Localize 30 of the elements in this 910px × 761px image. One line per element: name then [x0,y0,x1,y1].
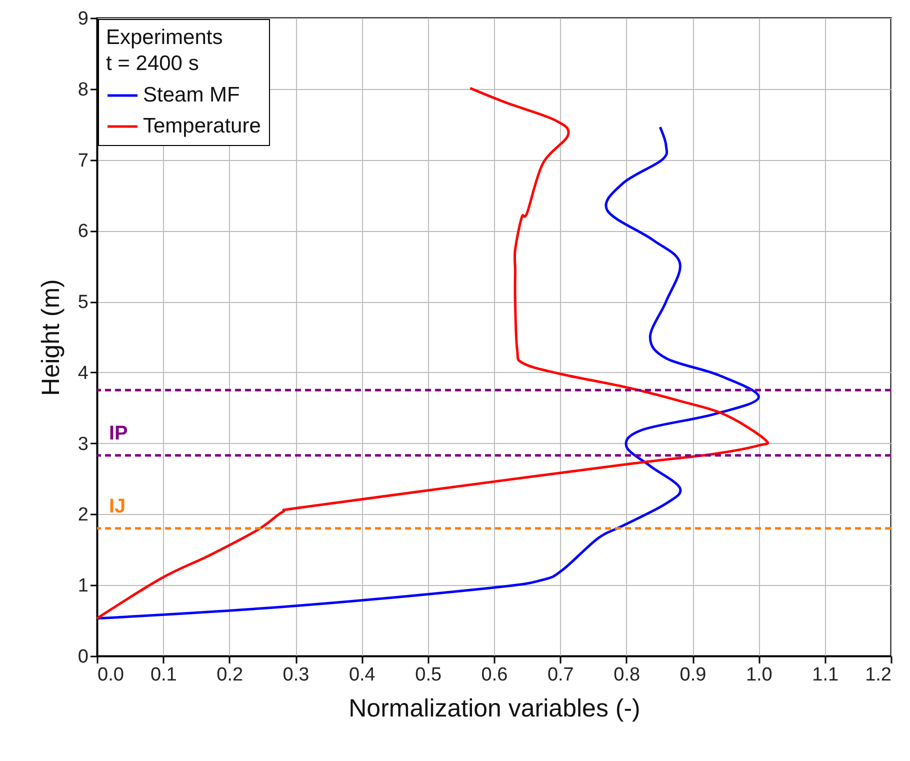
x-axis-title: Normalization variables (-) [348,694,640,722]
legend-title: Experiments t = 2400 s [106,26,223,75]
x-tick-label: 0.7 [547,664,574,686]
y-tick-label: 9 [78,8,88,30]
legend-label: Temperature [143,114,261,138]
y-tick-label: 8 [78,79,88,100]
x-tick-label: 0.5 [415,664,442,686]
y-tick-label: 1 [78,576,88,597]
x-tick-label: 0.9 [680,664,706,686]
y-tick-label: 2 [78,504,88,526]
y-axis-title: Height (m) [36,279,65,396]
y-tick-label: 3 [78,434,88,455]
x-tick-label: 1.0 [746,664,772,686]
x-tick-label: 0.6 [481,664,508,686]
ref-line-label: IJ [109,495,126,518]
y-tick-label: 4 [78,362,89,384]
x-tick-label: 0.3 [282,664,310,686]
x-tick-label: 0.0 [98,664,124,686]
x-tick-label: 0.2 [216,664,244,686]
x-tick-label: 0.1 [150,664,177,686]
y-tick-label: 0 [78,646,88,668]
ref-line-label: IP [109,422,128,444]
y-tick-label: 7 [78,150,88,172]
x-tick-label: 1.2 [865,664,892,686]
x-tick-label: 0.4 [348,664,376,686]
y-tick-label: 5 [78,292,88,314]
y-tick-label: 6 [78,221,88,242]
legend-label: Steam MF [143,84,240,106]
x-tick-label: 0.8 [614,664,640,686]
x-tick-label: 1.1 [812,664,839,686]
